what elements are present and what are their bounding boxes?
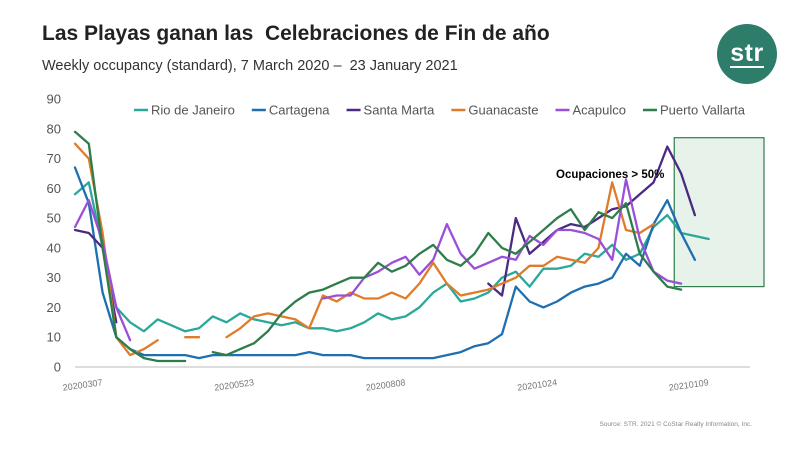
annotation-layer: Ocupaciones > 50% — [556, 169, 664, 181]
series-line-rio-de-janeiro — [73, 181, 710, 333]
y-tick-label: 50 — [47, 211, 61, 226]
source-note: Source: STR. 2021 © CoStar Realty Inform… — [599, 421, 752, 428]
chart-title: Las Playas ganan las Celebraciones de Fi… — [42, 22, 550, 45]
series-line-cartagena — [73, 166, 697, 360]
highlight-box — [673, 137, 765, 288]
x-tick-label: 20201024 — [517, 377, 558, 392]
logo-text: str — [730, 38, 764, 68]
x-tick-label: 20210109 — [668, 377, 709, 392]
series-line-puerto-vallarta — [73, 130, 683, 363]
chart-subtitle: Weekly occupancy (standard), 7 March 202… — [42, 58, 458, 74]
annotation-text: Ocupaciones > 50% — [556, 169, 664, 181]
series-line-acapulco — [73, 178, 683, 342]
highlight-layer — [673, 137, 765, 288]
str-logo: str — [717, 24, 777, 84]
x-tick-label: 20200307 — [62, 377, 103, 392]
y-tick-label: 40 — [47, 240, 61, 255]
legend-label: Acapulco — [572, 103, 625, 118]
y-tick-label: 20 — [47, 300, 61, 315]
y-tick-label: 60 — [47, 181, 61, 196]
legend-label: Rio de Janeiro — [151, 103, 235, 118]
y-tick-label: 10 — [47, 330, 61, 345]
y-tick-label: 0 — [54, 360, 61, 375]
legend-label: Santa Marta — [364, 103, 436, 118]
y-tick-label: 80 — [47, 121, 61, 136]
y-tick-label: 30 — [47, 270, 61, 285]
axis-layer: 0 10 20 30 40 50 60 70 80 90 20200307 20200523 20200… — [47, 92, 750, 393]
y-tick-label: 70 — [47, 151, 61, 166]
series-layer — [73, 130, 710, 363]
legend-label: Puerto Vallarta — [660, 103, 746, 118]
y-tick-label: 90 — [47, 92, 61, 107]
x-tick-label: 20200808 — [365, 377, 406, 392]
x-tick-label: 20200523 — [214, 377, 255, 392]
legend-layer: Rio de Janeiro Cartagena Santa Marta Guanac… — [134, 103, 746, 118]
legend-label: Cartagena — [269, 103, 330, 118]
legend-label: Guanacaste — [468, 103, 538, 118]
